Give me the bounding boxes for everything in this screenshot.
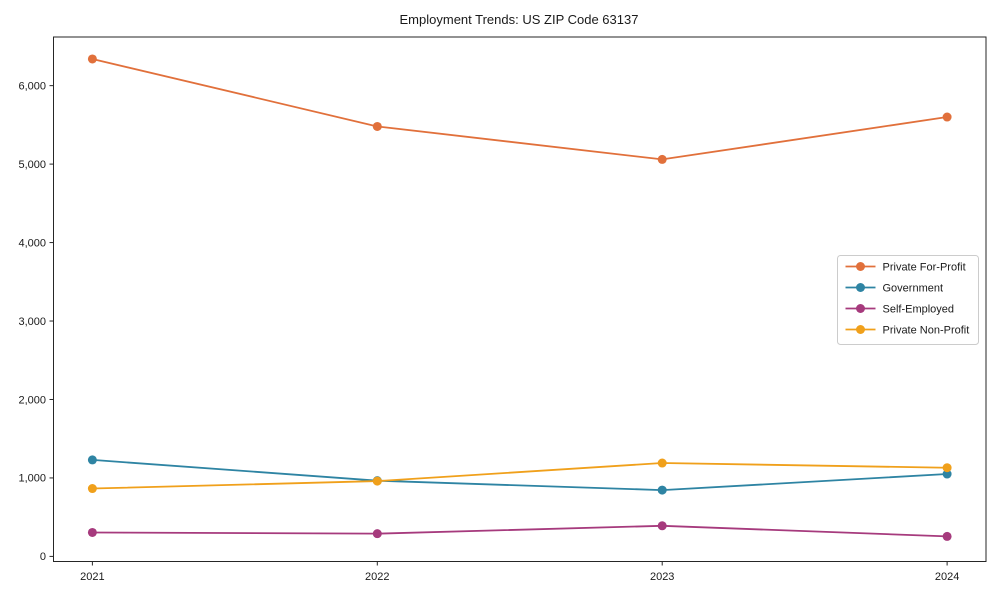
data-point-private-non-profit-2024 [942, 463, 952, 473]
data-point-private-non-profit-2022 [372, 476, 382, 486]
data-point-self-employed-2024 [942, 531, 952, 541]
x-axis-tick-label: 2022 [365, 571, 389, 583]
series-line-private-for-profit [92, 58, 948, 161]
data-point-self-employed-2021 [87, 527, 97, 537]
data-point-government-2021 [87, 455, 97, 465]
data-point-private-for-profit-2024 [942, 112, 952, 122]
series-line-private-non-profit [92, 462, 948, 490]
plot-area-border [53, 36, 987, 562]
legend-item-self-employed: Self-Employed [845, 303, 955, 315]
data-point-government-2023 [657, 485, 667, 495]
series-line-government [92, 458, 948, 492]
plot-frame [53, 36, 987, 562]
legend-marker-swatch [856, 262, 865, 271]
y-axis-tick-label: 0 [40, 551, 46, 563]
legend-item-government: Government [845, 282, 944, 294]
data-point-private-non-profit-2023 [657, 458, 667, 468]
y-axis-tick-label: 5,000 [18, 159, 46, 171]
series-line-self-employed [92, 524, 948, 538]
data-point-government-2024 [942, 469, 952, 479]
y-axis-tick-label: 2,000 [18, 394, 46, 406]
data-point-self-employed-2022 [372, 529, 382, 539]
legend-label: Private For-Profit [883, 261, 966, 273]
legend-item-private-non-profit: Private Non-Profit [845, 324, 970, 336]
legend-item-private-for-profit: Private For-Profit [845, 261, 966, 273]
data-point-self-employed-2023 [657, 521, 667, 531]
legend-marker-swatch [856, 283, 865, 292]
y-axis-tick-label: 6,000 [18, 80, 46, 92]
legend-label: Self-Employed [883, 303, 955, 315]
legend-label: Private Non-Profit [883, 324, 970, 336]
x-axis-tick-label: 2023 [650, 571, 674, 583]
legend-marker-swatch [856, 304, 865, 313]
series-group [87, 54, 952, 541]
y-axis-tick-label: 3,000 [18, 316, 46, 328]
chart-title: Employment Trends: US ZIP Code 63137 [400, 12, 639, 27]
legend-box [837, 255, 979, 345]
x-axis-tick-label: 2024 [935, 571, 959, 583]
x-axis-tick-label: 2021 [80, 571, 104, 583]
y-axis-tick-label: 4,000 [18, 237, 46, 249]
axes: 0 1,000 2,000 3,000 4,000 5,000 6,000 2021 2022 2… [18, 80, 959, 583]
data-point-private-non-profit-2021 [87, 484, 97, 494]
y-axis-tick-label: 1,000 [18, 473, 46, 485]
legend-marker-swatch [856, 325, 865, 334]
data-point-private-for-profit-2021 [87, 54, 97, 64]
data-point-private-for-profit-2022 [372, 121, 382, 131]
data-point-private-for-profit-2023 [657, 154, 667, 164]
legend: Private For-Profit Government Self-Employe… [837, 255, 979, 345]
legend-label: Government [883, 282, 944, 294]
